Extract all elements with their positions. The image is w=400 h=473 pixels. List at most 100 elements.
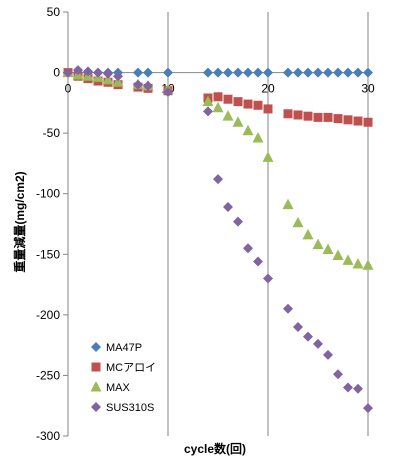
legend-marker: [90, 381, 102, 392]
data-point: [233, 67, 243, 78]
data-point: [243, 99, 253, 109]
data-point: [293, 67, 303, 78]
data-point: [353, 383, 363, 394]
data-point: [333, 67, 343, 78]
data-point: [133, 79, 143, 90]
legend-marker: [91, 362, 101, 372]
y-tick-label: -100: [36, 187, 60, 201]
data-point: [362, 259, 374, 270]
y-tick-label: 0: [53, 66, 60, 80]
data-point: [302, 228, 314, 240]
data-point: [103, 68, 113, 79]
data-point: [202, 95, 214, 107]
data-point: [223, 202, 233, 213]
data-point: [333, 369, 343, 380]
y-tick-label: -300: [36, 429, 60, 443]
data-point: [322, 243, 334, 254]
data-point: [223, 94, 233, 104]
data-point: [83, 66, 93, 77]
y-tick-label: -50: [43, 126, 61, 140]
data-point: [93, 67, 103, 78]
data-point: [212, 101, 224, 113]
data-point: [343, 382, 353, 393]
data-point: [243, 67, 253, 78]
data-point: [293, 321, 303, 332]
y-tick-label: -150: [36, 247, 60, 261]
data-point: [342, 254, 354, 265]
data-point: [353, 116, 363, 126]
data-point: [283, 67, 293, 78]
data-point: [63, 67, 73, 78]
data-point: [313, 338, 323, 349]
data-point: [333, 114, 343, 124]
data-point: [303, 331, 313, 342]
data-point: [243, 243, 253, 254]
x-tick-label: 0: [65, 82, 72, 96]
data-point: [213, 92, 223, 102]
x-axis-title: cycle数(回): [184, 441, 246, 456]
data-point: [163, 67, 173, 78]
data-point: [223, 67, 233, 78]
data-point: [203, 67, 213, 78]
data-point: [163, 86, 173, 97]
legend-label: SUS310S: [106, 402, 154, 414]
data-point: [143, 80, 153, 91]
data-point: [233, 97, 243, 107]
data-point: [292, 216, 304, 228]
data-point: [253, 256, 263, 267]
data-point: [73, 65, 83, 76]
y-tick-label: -200: [36, 308, 60, 322]
series-layer: [62, 65, 374, 414]
legend-layer: MA47P MCアロイ MAX SUS310S: [90, 342, 156, 414]
data-point: [213, 174, 223, 185]
data-point: [203, 106, 213, 117]
data-point: [232, 116, 244, 127]
data-point: [332, 249, 344, 260]
data-point: [253, 100, 263, 110]
data-point: [363, 117, 373, 127]
x-tick-label: 20: [261, 82, 275, 96]
y-tick-label: -250: [36, 368, 60, 382]
data-point: [283, 303, 293, 314]
data-point: [313, 67, 323, 78]
data-point: [303, 67, 313, 78]
data-point: [312, 238, 324, 250]
data-point: [263, 67, 273, 78]
data-point: [222, 110, 234, 121]
data-point: [133, 67, 143, 78]
data-point: [263, 273, 273, 284]
data-point: [253, 67, 263, 78]
data-point: [363, 403, 373, 414]
legend-label: MCアロイ: [106, 362, 156, 374]
data-point: [282, 198, 294, 210]
legend-label: MAX: [106, 382, 131, 394]
grid-layer: [167, 12, 369, 436]
data-point: [323, 112, 333, 122]
data-point: [343, 67, 353, 78]
data-point: [213, 67, 223, 78]
legend-marker: [91, 342, 101, 352]
data-point: [303, 111, 313, 121]
data-point: [343, 115, 353, 125]
data-point: [112, 76, 124, 87]
data-point: [293, 110, 303, 120]
data-point: [242, 124, 254, 136]
data-point: [252, 131, 264, 143]
data-point: [283, 109, 293, 119]
y-axis-title: 重量減量(mg/cm2): [12, 171, 27, 272]
data-point: [353, 67, 363, 78]
y-tick-label: 50: [47, 5, 61, 19]
data-point: [323, 67, 333, 78]
x-tick-label: 30: [361, 82, 375, 96]
data-point: [143, 67, 153, 78]
data-point: [113, 71, 123, 82]
data-point: [233, 216, 243, 227]
legend-label: MA47P: [106, 342, 142, 354]
data-point: [102, 73, 114, 85]
data-point: [263, 104, 273, 114]
data-point: [352, 257, 364, 269]
data-point: [262, 151, 274, 162]
legend-marker: [91, 402, 101, 412]
